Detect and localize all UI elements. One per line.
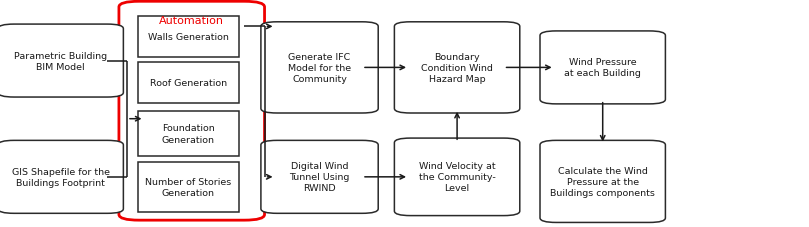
FancyBboxPatch shape — [260, 23, 379, 114]
Text: Boundary
Condition Wind
Hazard Map: Boundary Condition Wind Hazard Map — [421, 53, 493, 84]
Text: Number of Stories
Generation: Number of Stories Generation — [146, 177, 231, 197]
Text: GIS Shapefile for the
Buildings Footprint: GIS Shapefile for the Buildings Footprin… — [11, 167, 110, 187]
Text: Generate IFC
Model for the
Community: Generate IFC Model for the Community — [288, 53, 351, 84]
FancyBboxPatch shape — [138, 62, 239, 103]
FancyBboxPatch shape — [138, 162, 239, 212]
FancyBboxPatch shape — [540, 32, 665, 104]
Text: Roof Generation: Roof Generation — [150, 78, 227, 87]
Text: Calculate the Wind
Pressure at the
Buildings components: Calculate the Wind Pressure at the Build… — [550, 166, 655, 197]
FancyBboxPatch shape — [394, 23, 519, 114]
FancyBboxPatch shape — [260, 141, 379, 213]
Text: Wind Pressure
at each Building: Wind Pressure at each Building — [564, 58, 642, 78]
Text: Wind Velocity at
the Community-
Level: Wind Velocity at the Community- Level — [419, 162, 495, 192]
Text: Digital Wind
Tunnel Using
RWIND: Digital Wind Tunnel Using RWIND — [290, 162, 349, 192]
FancyBboxPatch shape — [394, 138, 519, 216]
Text: Foundation
Generation: Foundation Generation — [162, 124, 215, 144]
FancyBboxPatch shape — [119, 2, 265, 220]
FancyBboxPatch shape — [138, 111, 239, 157]
FancyBboxPatch shape — [138, 17, 239, 58]
Text: Automation: Automation — [159, 16, 224, 26]
FancyBboxPatch shape — [0, 25, 123, 98]
Text: Parametric Building
BIM Model: Parametric Building BIM Model — [14, 51, 108, 71]
FancyBboxPatch shape — [0, 141, 123, 213]
FancyBboxPatch shape — [540, 141, 665, 222]
Text: Walls Generation: Walls Generation — [148, 33, 229, 42]
